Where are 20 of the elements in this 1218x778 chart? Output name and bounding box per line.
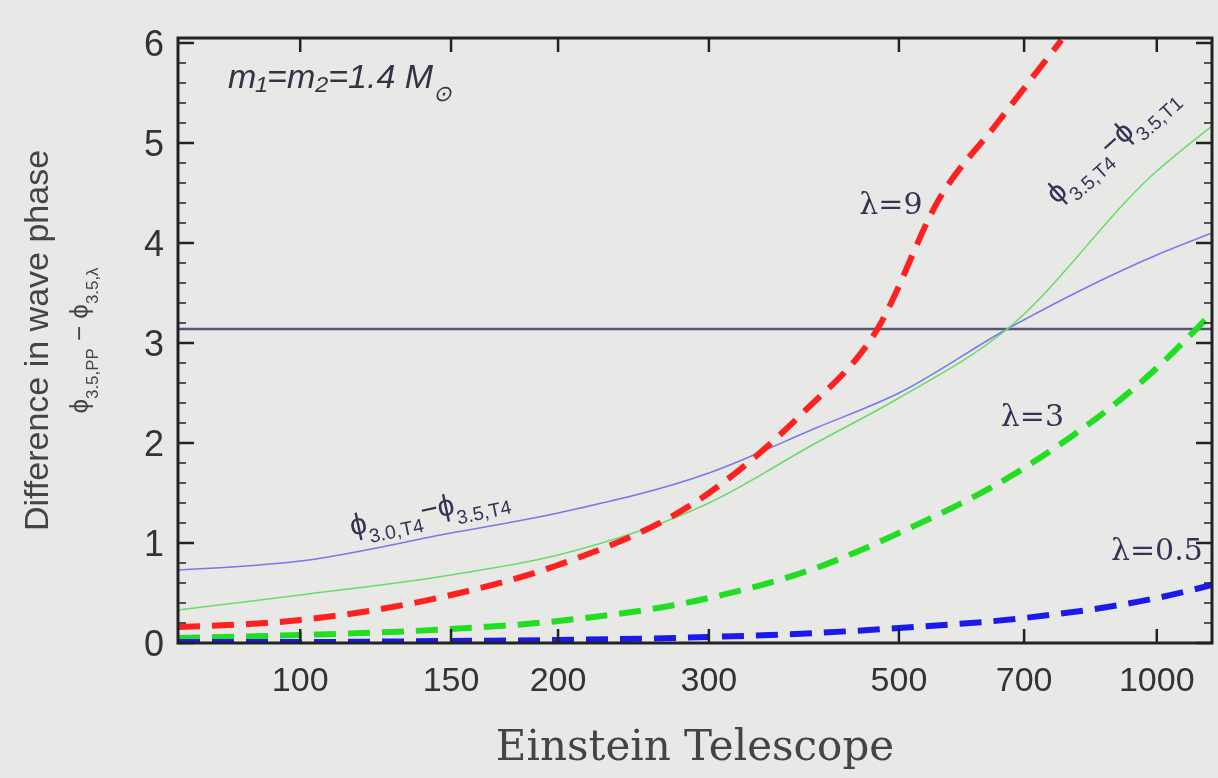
x-tick-label: 100	[271, 660, 329, 698]
x-tick-label: 500	[870, 660, 928, 698]
y-tick-label: 2	[143, 422, 164, 464]
x-tick-label: 300	[680, 660, 738, 698]
y-tick-label: 4	[143, 222, 164, 264]
y-tick-label: 0	[143, 622, 164, 664]
y-tick-label: 6	[143, 22, 164, 64]
y-tick-label: 1	[143, 522, 164, 564]
annotation: m₁=m₂=1.4 M$_{⊙}$	[228, 57, 453, 106]
text: ϕ$_{3.0,T4}$−ϕ$_{3.5,T4}$	[346, 487, 514, 547]
y-tick-label: 3	[143, 322, 164, 364]
x-tick-label: 150	[422, 660, 480, 698]
x-tick-label: 700	[995, 660, 1053, 698]
x-tick-label: 200	[529, 660, 587, 698]
x-axis-title: Einstein Telescope	[495, 721, 895, 770]
series-label: λ=9	[859, 186, 923, 221]
series-label: λ=3	[1000, 398, 1065, 433]
series-label: λ=0.5	[1110, 532, 1203, 567]
x-tick-label: 1000	[1118, 660, 1195, 698]
y-tick-label: 5	[143, 122, 164, 164]
